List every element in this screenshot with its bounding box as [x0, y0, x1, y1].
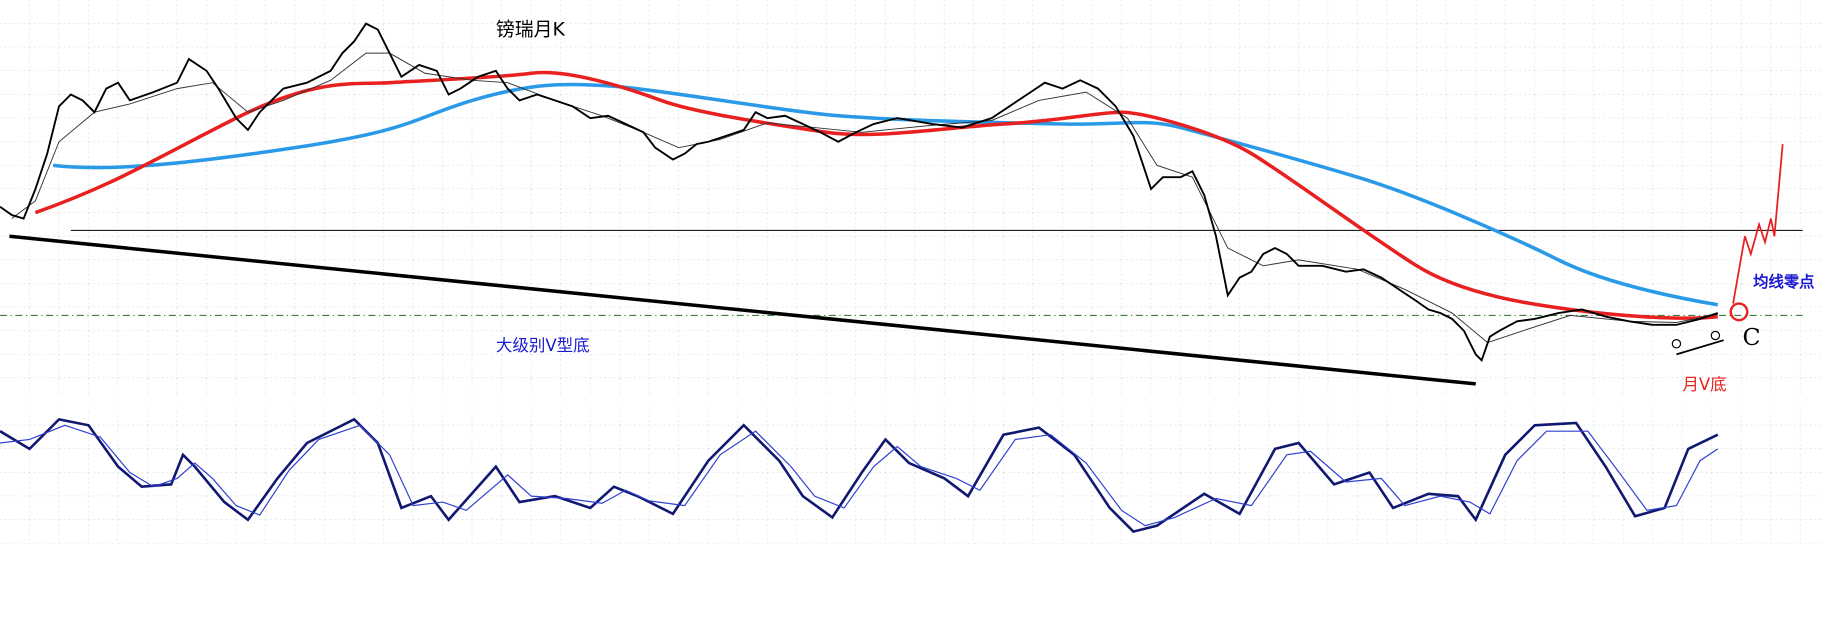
annotation: 大级别V型底: [496, 336, 590, 355]
low-marker: [1671, 339, 1682, 349]
trend-line: [9, 234, 1476, 386]
oscillator-grid: [0, 407, 1824, 544]
v-bottom-line: [1676, 339, 1724, 356]
chart-title: 镑瑞月K: [496, 18, 566, 40]
annotation: 月V底: [1682, 375, 1726, 394]
mid-ma-line: [34, 70, 1718, 320]
zero-point-circle: [1729, 302, 1749, 322]
annotation: C: [1743, 323, 1761, 351]
projection-line: [1732, 144, 1784, 304]
annotation: 均线零点: [1753, 272, 1814, 291]
price-grid: [0, 0, 1824, 396]
oscillator-k: [0, 417, 1719, 534]
price-trace: [0, 22, 1719, 363]
short-ma-line: [11, 52, 1718, 344]
oscillator-d: [0, 424, 1719, 527]
low-marker: [1710, 330, 1721, 341]
